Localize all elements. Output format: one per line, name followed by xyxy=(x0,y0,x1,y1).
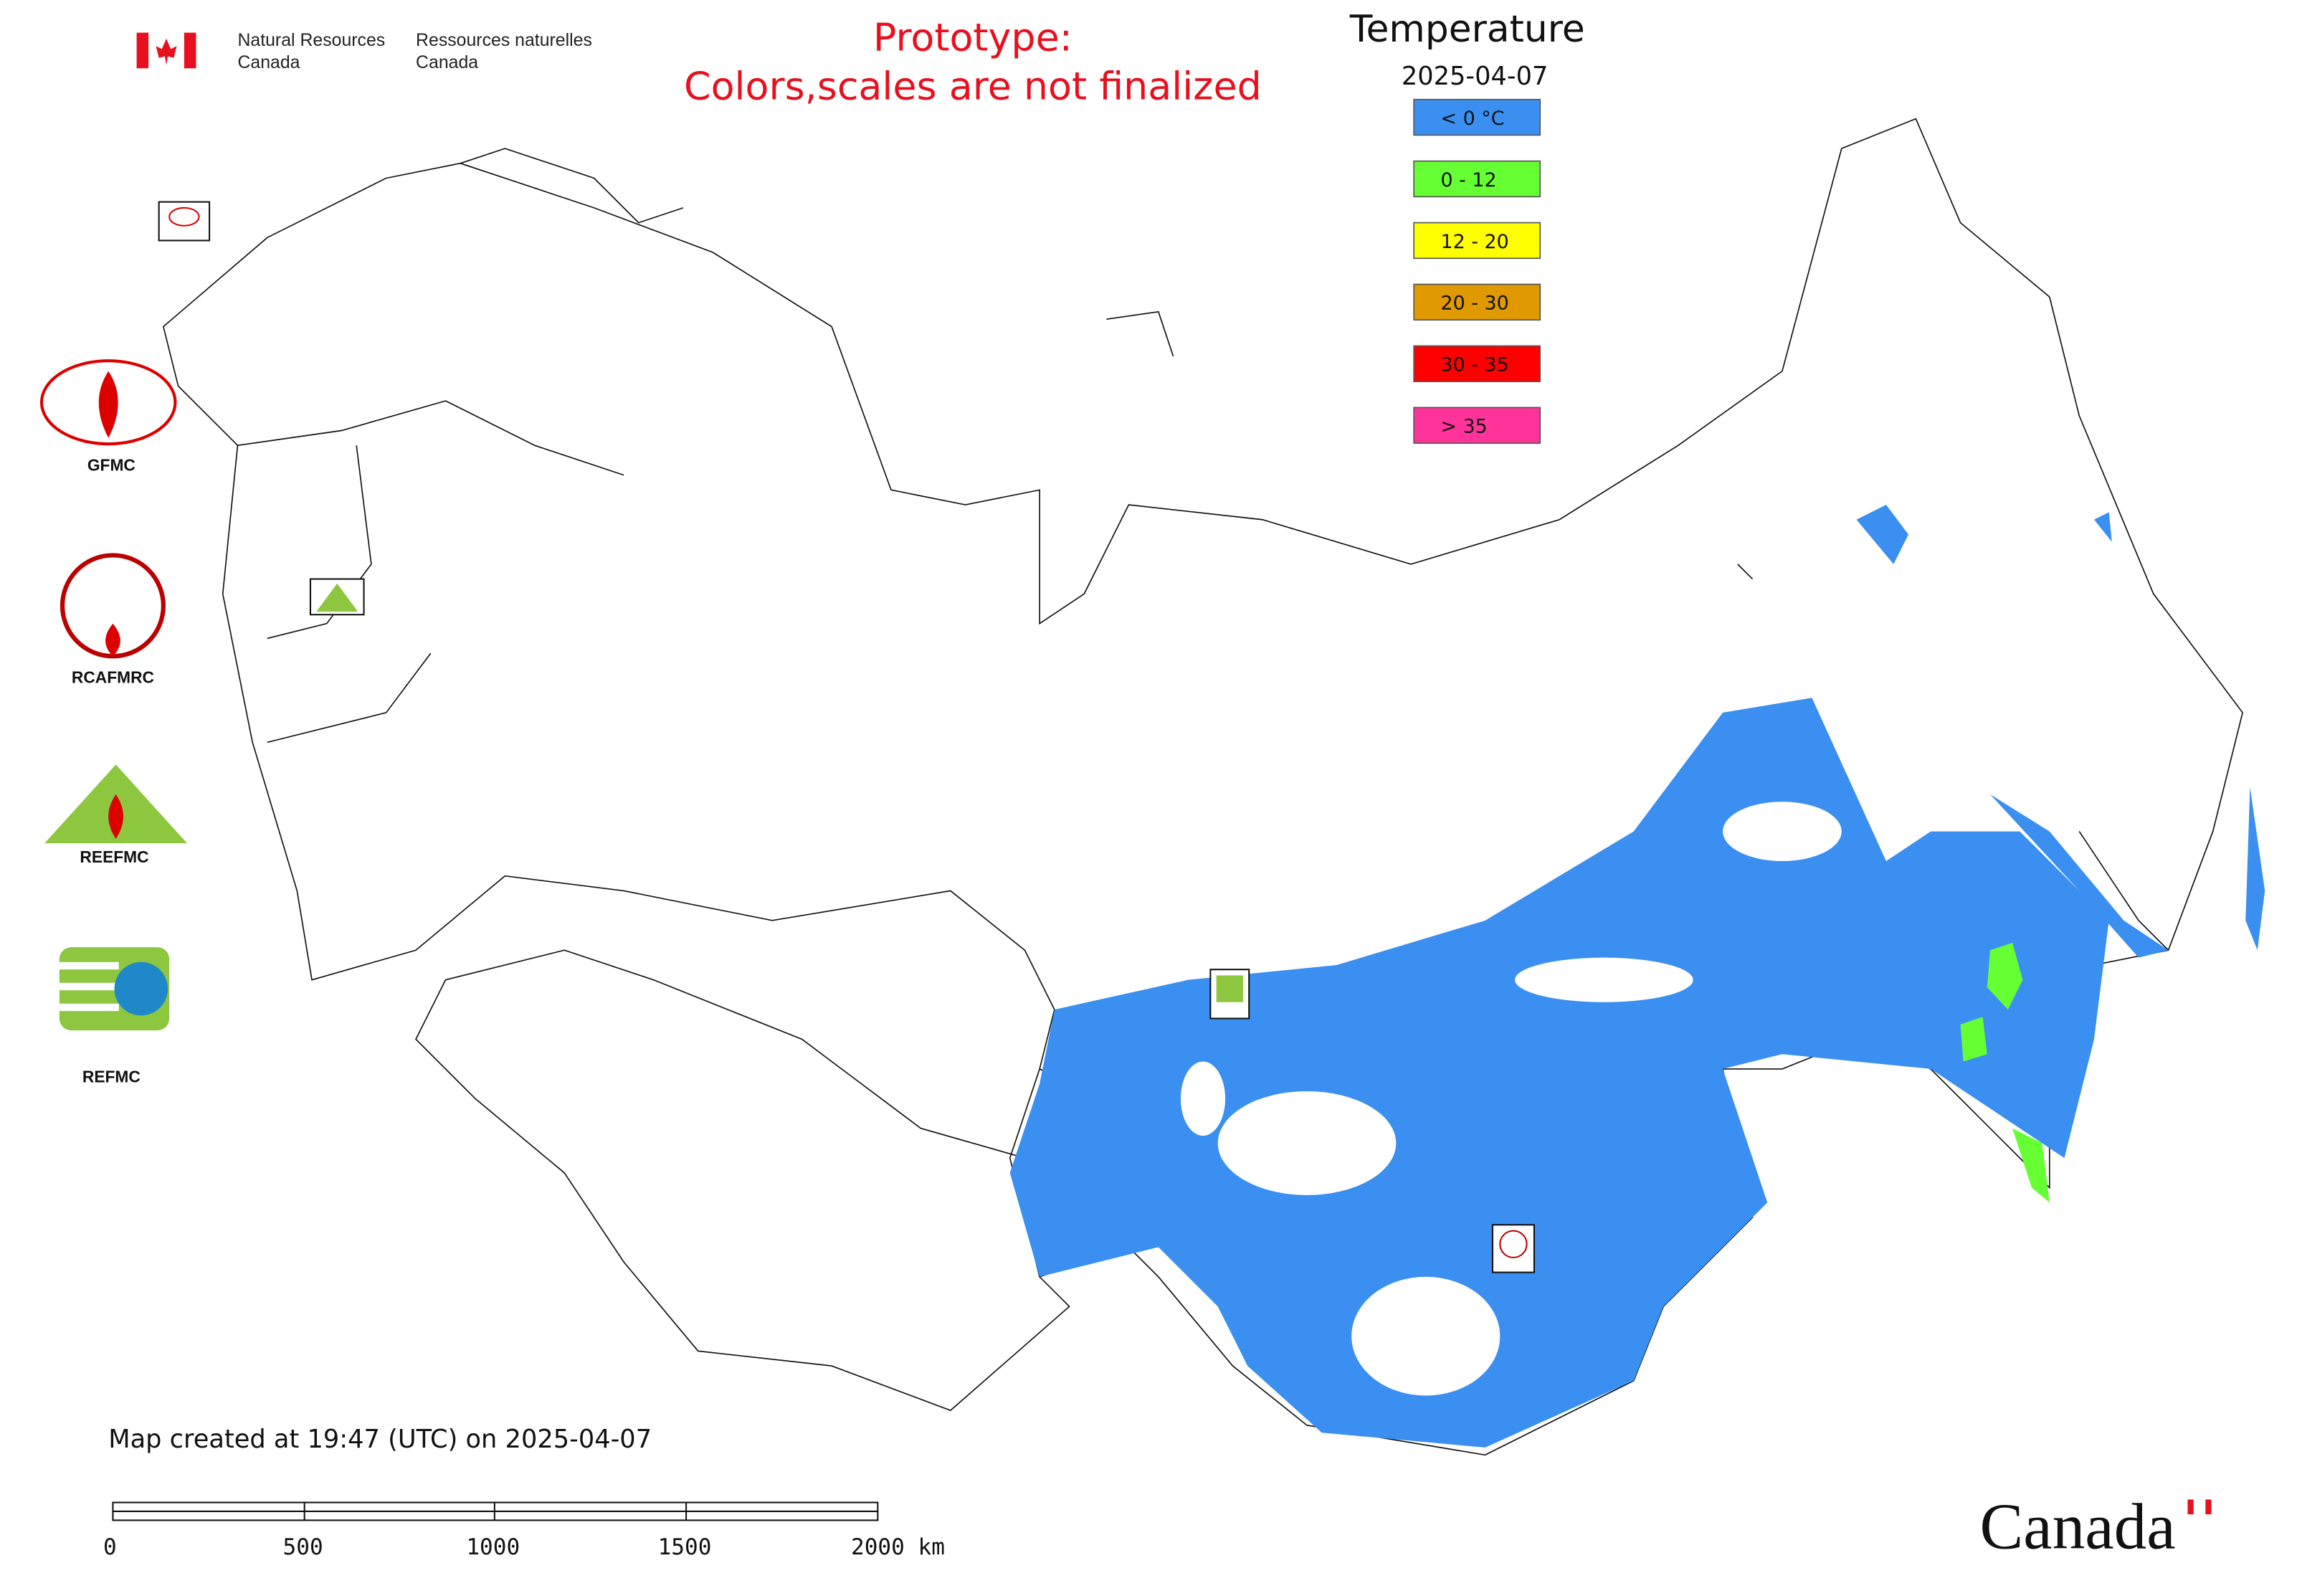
org-fr: Ressources naturelles xyxy=(416,31,592,50)
org-fr: Canada xyxy=(416,53,478,72)
logo-label: REEFMC xyxy=(80,847,148,866)
legend-date: 2025-04-07 xyxy=(1402,62,1549,91)
legend-label: 30 - 35 xyxy=(1440,354,1508,376)
legend-label: < 0 °C xyxy=(1440,108,1504,130)
logo-label: GFMC xyxy=(87,455,135,474)
temperature-field xyxy=(1009,505,2265,1448)
legend-swatch xyxy=(1413,283,1541,321)
legend-swatch xyxy=(1413,345,1541,382)
legend-label: 0 - 12 xyxy=(1440,169,1496,191)
org-en: Natural Resources xyxy=(237,31,385,50)
created-note: Map created at 19:47 (UTC) on 2025-04-07 xyxy=(108,1425,652,1454)
canada-wordmark: Canada xyxy=(1979,1491,2175,1563)
legend-swatch xyxy=(1413,160,1541,198)
scale-label: 1500 xyxy=(658,1534,712,1560)
scale-bar: 0 500 1000 1500 2000 km xyxy=(103,1501,945,1560)
notice: Colors,scales are not finalized xyxy=(684,64,1262,109)
scale-label: 0 xyxy=(103,1534,117,1560)
legend-swatch xyxy=(1413,98,1541,136)
legend-label: 12 - 20 xyxy=(1440,231,1508,253)
logo-label: RCAFMRC xyxy=(72,668,154,687)
notice: Prototype: xyxy=(873,14,1072,60)
legend-swatch xyxy=(1413,222,1541,260)
org-en: Canada xyxy=(237,53,300,72)
scale-label: 500 xyxy=(283,1534,323,1560)
partner-logos: GFMC RCAFMRC REEFMC REFMC xyxy=(39,201,1536,1273)
legend-title: Temperature xyxy=(1349,8,1585,51)
legend-label: > 35 xyxy=(1440,416,1487,438)
nrcan-signature: Natural Resources Canada Ressources natu… xyxy=(136,31,592,72)
scale-label: 2000 km xyxy=(851,1534,945,1560)
scale-label: 1000 xyxy=(466,1534,520,1560)
logo-label: REFMC xyxy=(82,1068,141,1086)
legend: < 0 °C 0 - 12 12 - 20 20 - 30 30 - 35 > 35 xyxy=(1413,98,1541,444)
legend-swatch xyxy=(1413,407,1541,444)
legend-label: 20 - 30 xyxy=(1440,293,1508,315)
